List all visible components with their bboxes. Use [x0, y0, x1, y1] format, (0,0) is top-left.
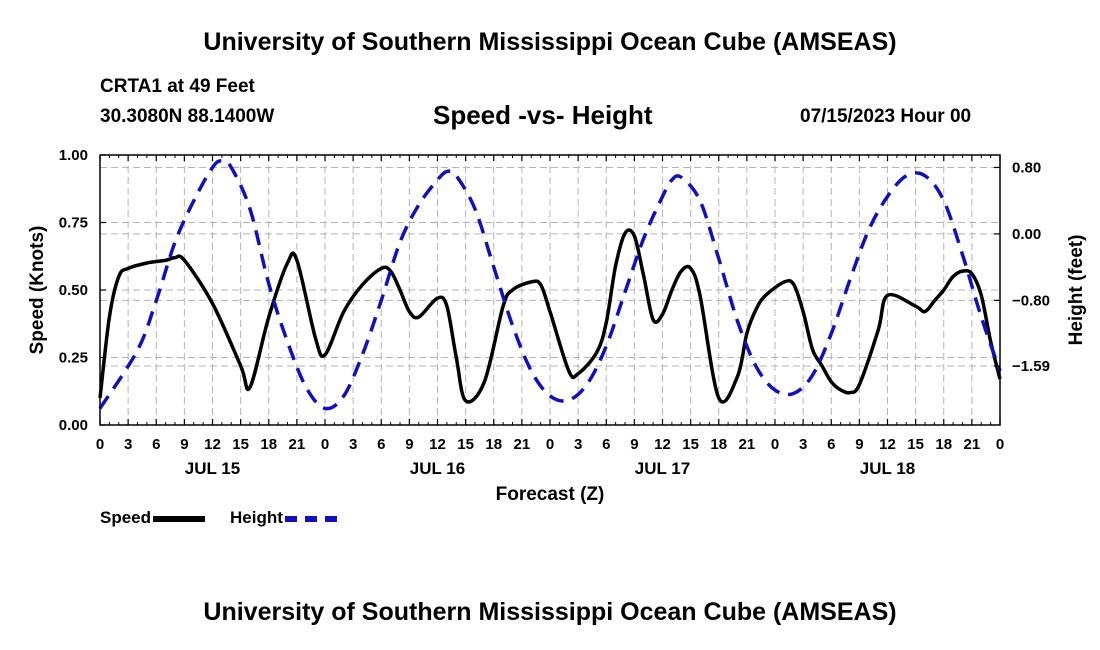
x-tick-label: 15: [457, 436, 474, 453]
x-tick-label: 15: [907, 436, 924, 453]
x-tick-label: 0: [321, 436, 329, 453]
x-tick-label: 6: [827, 436, 835, 453]
x-tick-label: 15: [232, 436, 249, 453]
x-tick-label: 21: [514, 436, 531, 453]
axis-ticks: [99, 154, 1001, 426]
x-tick-label: 3: [124, 436, 132, 453]
speed-series-line: [98, 228, 1002, 404]
x-tick-label: 6: [152, 436, 160, 453]
day-label: JUL 18: [860, 459, 915, 478]
x-tick-label: 12: [204, 436, 221, 453]
y-tick-label: 0.25: [59, 350, 88, 367]
x-tick-label: 0: [96, 436, 104, 453]
axis-labels: Forecast (Z) Speed (Knots) Height (feet)…: [27, 147, 1087, 505]
legend-speed-label: Speed: [100, 508, 152, 527]
grid-lines: [100, 155, 1000, 425]
x-tick-label: 18: [710, 436, 727, 453]
y2-tick-label: 0.00: [1012, 226, 1041, 243]
y-tick-label: 0.75: [59, 215, 88, 232]
legend-height-label: Height: [230, 508, 283, 527]
x-tick-label: 0: [996, 436, 1004, 453]
x-tick-label: 6: [602, 436, 610, 453]
y-tick-label: 0.50: [59, 282, 88, 299]
x-tick-label: 18: [260, 436, 277, 453]
x-tick-label: 9: [405, 436, 413, 453]
station-coordinates: 30.3080N 88.1400W: [100, 106, 275, 127]
x-tick-label: 15: [682, 436, 699, 453]
y-tick-label: 1.00: [59, 147, 88, 164]
legend-height-swatch: [284, 515, 337, 522]
x-tick-label: 9: [855, 436, 863, 453]
x-tick-label: 3: [799, 436, 807, 453]
x-tick-label: 21: [964, 436, 981, 453]
x-tick-label: 0: [771, 436, 779, 453]
station-label: CRTA1 at 49 Feet: [100, 76, 255, 97]
x-tick-label: 6: [377, 436, 385, 453]
x-tick-label: 9: [630, 436, 638, 453]
day-label: JUL 15: [185, 459, 240, 478]
x-tick-label: 12: [429, 436, 446, 453]
legend-speed-swatch: [153, 515, 206, 522]
x-tick-label: 3: [349, 436, 357, 453]
y2-tick-label: −1.59: [1012, 358, 1050, 375]
x-tick-label: 21: [739, 436, 756, 453]
height-series-line: [98, 158, 1002, 411]
x-axis-title: Forecast (Z): [496, 484, 605, 505]
x-tick-label: 9: [180, 436, 188, 453]
x-tick-label: 12: [879, 436, 896, 453]
forecast-issue-time: 07/15/2023 Hour 00: [800, 106, 972, 127]
x-tick-label: 18: [935, 436, 952, 453]
x-tick-label: 21: [289, 436, 306, 453]
day-label: JUL 16: [410, 459, 465, 478]
x-tick-label: 12: [654, 436, 671, 453]
y-axis-title: Speed (Knots): [27, 226, 48, 355]
x-tick-label: 3: [574, 436, 582, 453]
plot-series: [98, 158, 1002, 411]
y-tick-label: 0.00: [59, 417, 88, 434]
x-tick-label: 0: [546, 436, 554, 453]
y2-axis-title: Height (feet): [1066, 235, 1087, 346]
x-tick-label: 18: [485, 436, 502, 453]
chart-title: Speed -vs- Height: [433, 100, 653, 130]
y2-tick-label: 0.80: [1012, 159, 1041, 176]
legend-item-height: Height: [230, 508, 337, 528]
y2-tick-label: −0.80: [1012, 292, 1050, 309]
footer-title: University of Southern Mississippi Ocean…: [203, 598, 897, 626]
legend-item-speed: Speed: [100, 508, 206, 528]
main-title: University of Southern Mississippi Ocean…: [203, 28, 897, 56]
day-label: JUL 17: [635, 459, 690, 478]
